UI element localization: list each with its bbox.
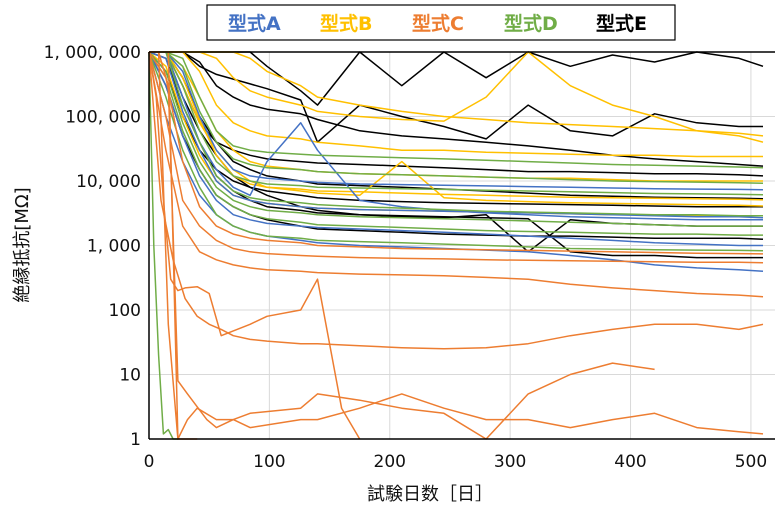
series-line: [148, 51, 361, 440]
y-tick-label: 100, 000: [65, 108, 141, 128]
x-axis-title: 試験日数［日］: [367, 484, 493, 505]
series-line: [148, 51, 764, 219]
series-line: [149, 51, 763, 217]
series-line: [148, 51, 764, 255]
y-tick-label: 1, 000: [87, 237, 141, 257]
series-line: [148, 51, 764, 298]
series-line: [148, 51, 763, 236]
x-tick-label: 500: [735, 452, 767, 472]
legend-entry: 型式B: [320, 12, 372, 35]
legend-box: [206, 4, 676, 41]
series-line: [148, 51, 763, 227]
series-line: [149, 51, 764, 143]
y-tick-label: 1: [130, 430, 141, 450]
legend-entry: 型式E: [596, 12, 647, 35]
legend-entry: 型式A: [228, 12, 281, 35]
series-line: [149, 51, 764, 167]
legend: 型式A 型式B 型式C 型式D 型式E: [206, 4, 676, 41]
series-line: [149, 51, 764, 169]
y-tick-label: 10, 000: [76, 172, 141, 192]
series-line: [149, 51, 764, 137]
series-line: [149, 51, 763, 221]
y-tick-label: 1, 000, 000: [44, 43, 141, 63]
x-tick-label: 400: [614, 452, 646, 472]
x-tick-label: 0: [144, 452, 155, 472]
series-line: [149, 51, 763, 143]
series-line: [148, 51, 764, 264]
series-line: [149, 51, 764, 435]
y-tick-label: 100: [109, 301, 141, 321]
x-tick-label: 100: [253, 452, 285, 472]
legend-entry: 型式D: [504, 12, 558, 35]
series-line: [149, 51, 764, 185]
series-line: [148, 51, 764, 252]
x-tick-label: 300: [494, 452, 526, 472]
series-line: [148, 51, 764, 272]
y-axis-title: 絶縁抵抗[MΩ]: [12, 187, 33, 302]
series-line: [149, 51, 763, 158]
axes: [148, 51, 775, 440]
series-line: [149, 51, 764, 196]
legend-entry: 型式C: [412, 12, 464, 35]
series-line: [149, 51, 764, 106]
series-line: [148, 51, 764, 350]
series-line: [149, 51, 764, 200]
series-line: [148, 51, 763, 247]
series-line: [149, 51, 764, 191]
y-tick-label: 10: [119, 366, 141, 386]
x-tick-label: 200: [374, 452, 406, 472]
series-line: [149, 51, 764, 201]
tick-labels: 0 100 200 300 400 500 1 10 100 1, 000 10, 000 100, …: [44, 43, 767, 472]
